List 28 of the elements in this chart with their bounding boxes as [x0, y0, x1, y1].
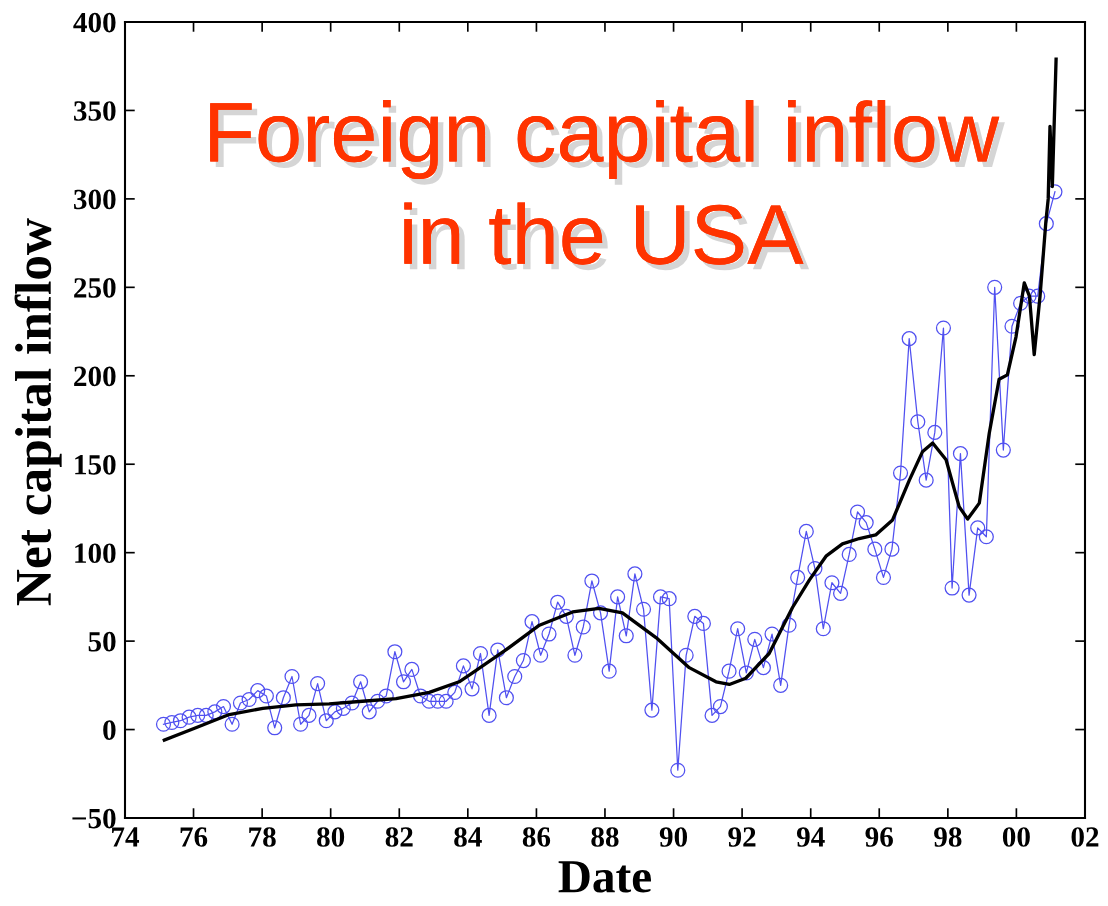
- y-axis-title: Net capital inflow: [14, 218, 62, 606]
- y-tick-label: 300: [74, 189, 116, 210]
- x-tick-label: 02: [1071, 827, 1099, 847]
- y-tick-label: 250: [74, 278, 116, 298]
- x-tick-label: 90: [659, 827, 688, 847]
- x-tick-label: 78: [249, 827, 276, 847]
- x-tick-label: 74: [112, 827, 140, 847]
- x-tick-label: 82: [385, 827, 413, 847]
- x-tick-label: 98: [934, 827, 962, 847]
- y-tick-label: 200: [74, 366, 116, 387]
- x-tick-label: 94: [796, 827, 825, 847]
- x-tick-label: 76: [180, 827, 208, 847]
- y-tick-label: 0: [103, 720, 116, 740]
- y-tick-label: 350: [74, 101, 116, 121]
- x-tick-label: 86: [522, 827, 551, 847]
- y-tick-label: 100: [75, 543, 116, 564]
- x-tick-label: 00: [1002, 827, 1030, 847]
- x-tick-label: 88: [591, 827, 619, 847]
- y-tick-label: 400: [73, 12, 116, 33]
- x-tick-label: 80: [317, 827, 345, 847]
- text: Foreign capital inflow in the USA: [210, 100, 1005, 271]
- y-tick-label: −50: [72, 808, 116, 829]
- y-tick-label: 50: [88, 631, 116, 652]
- x-axis-title: Date: [558, 861, 651, 893]
- x-tick-label: 92: [728, 827, 756, 847]
- x-tick-label: 96: [865, 827, 893, 847]
- y-tick-label: 150: [75, 454, 116, 475]
- x-tick-label: 84: [454, 827, 482, 847]
